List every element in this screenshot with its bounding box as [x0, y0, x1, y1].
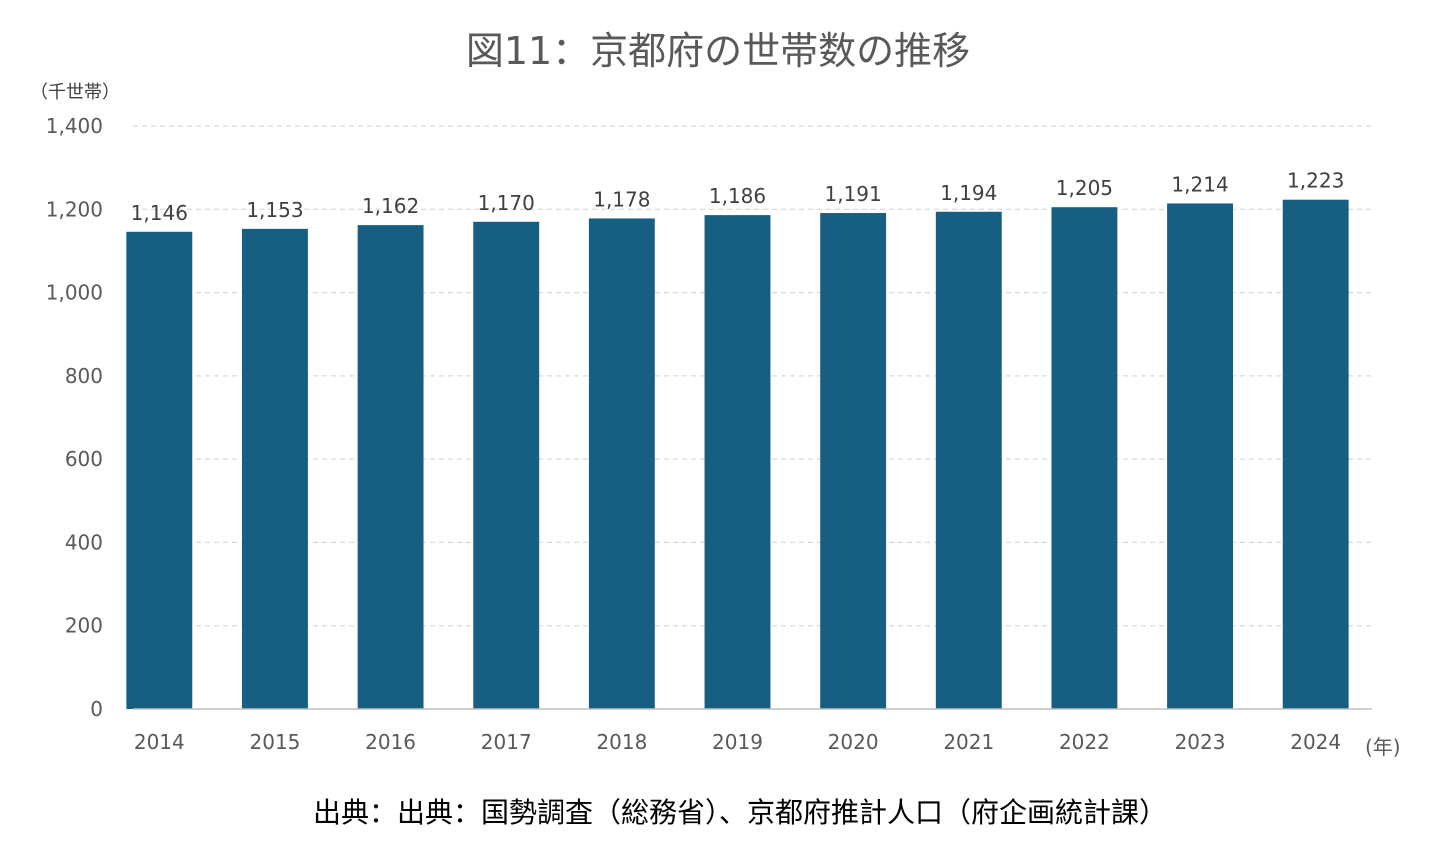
bar [357, 225, 424, 710]
data-label: 1,153 [246, 198, 303, 222]
bar [473, 221, 540, 709]
x-tick-label: 2019 [712, 730, 763, 754]
x-tick-label: 2017 [481, 730, 532, 754]
data-labels: 1,146 1,153 1,162 1,170 1,178 1,186 1,191 1,194… [131, 169, 1345, 225]
bar [704, 215, 771, 709]
x-tick-label: 2024 [1290, 730, 1341, 754]
y-tick-label: 0 [90, 697, 103, 721]
y-tick-label: 200 [65, 614, 103, 638]
data-label: 1,162 [362, 194, 419, 218]
bar [1167, 203, 1233, 709]
y-tick-label: 400 [65, 530, 103, 554]
bars [126, 199, 1349, 710]
x-tick-label: 2015 [250, 730, 301, 754]
data-label: 1,214 [1171, 172, 1228, 196]
x-tick-label: 2020 [828, 730, 879, 754]
data-label: 1,146 [131, 201, 188, 225]
x-axis-unit-label: (年) [1365, 735, 1401, 759]
bar [935, 211, 1002, 709]
bar [820, 213, 887, 709]
bar [1051, 207, 1118, 710]
data-label: 1,178 [593, 187, 650, 211]
bar [242, 228, 308, 710]
y-axis-ticks: 0 200 400 600 800 1,000 1,200 1,400 [46, 114, 103, 721]
x-tick-label: 2021 [943, 730, 994, 754]
bar [588, 218, 655, 709]
x-tick-label: 2016 [365, 730, 416, 754]
bar [126, 231, 193, 709]
data-label: 1,191 [825, 182, 882, 206]
data-label: 1,170 [478, 191, 535, 215]
y-tick-label: 1,000 [46, 281, 103, 305]
x-tick-label: 2018 [596, 730, 647, 754]
y-axis-unit-label: （千世帯） [30, 82, 120, 103]
y-tick-label: 800 [65, 364, 103, 388]
chart-title: 図11：京都府の世帯数の推移 [466, 29, 970, 73]
x-tick-label: 2014 [134, 730, 185, 754]
bar [1282, 199, 1349, 709]
y-tick-label: 1,200 [46, 197, 103, 221]
y-tick-label: 1,400 [46, 114, 103, 138]
source-note: 出典：出典：国勢調査（総務省）、京都府推計人口（府企画統計課） [313, 796, 1167, 829]
data-label: 1,194 [940, 181, 997, 205]
data-label: 1,186 [709, 184, 766, 208]
data-label: 1,223 [1287, 169, 1344, 193]
x-tick-label: 2022 [1059, 730, 1110, 754]
y-tick-label: 600 [65, 447, 103, 471]
x-tick-label: 2023 [1175, 730, 1226, 754]
data-label: 1,205 [1056, 176, 1113, 200]
x-axis-ticks: 2014 2015 2016 2017 2018 2019 2020 2021 2022 2023… [134, 730, 1341, 754]
